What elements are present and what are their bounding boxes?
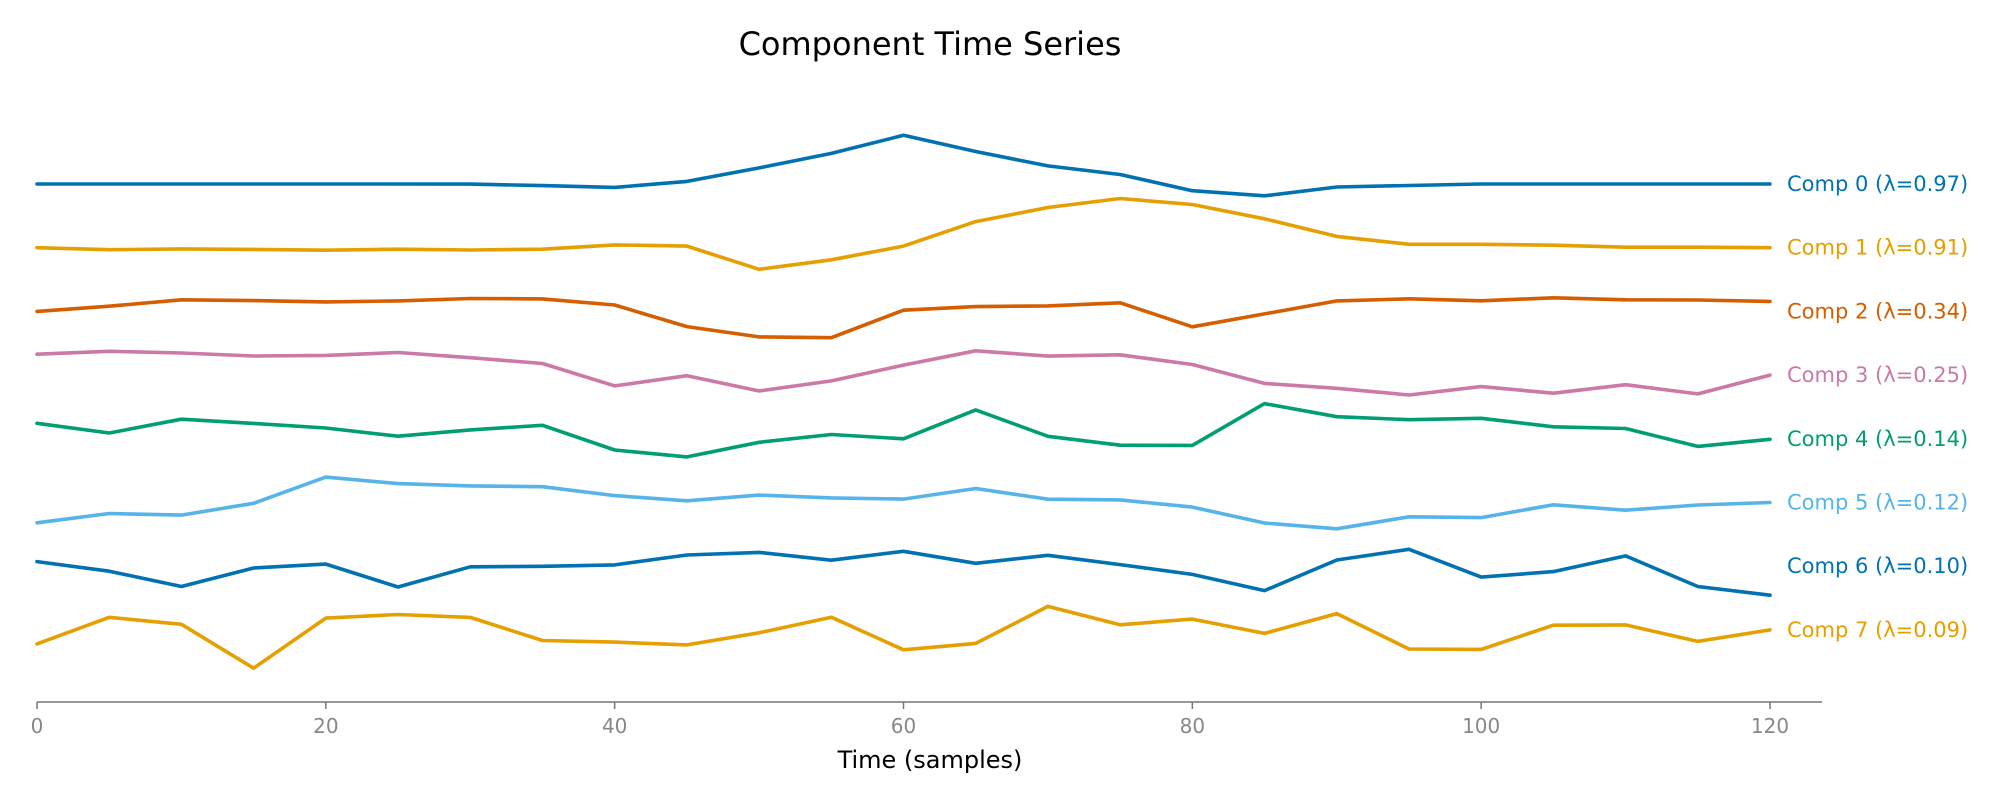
series-group (35, 133, 1772, 671)
x-tick-label-80: 80 (1180, 714, 1205, 738)
x-tick-label-100: 100 (1462, 714, 1500, 738)
series-line-comp-6 (35, 547, 1772, 598)
series-line-comp-4 (35, 401, 1772, 459)
series-label-comp-5: Comp 5 (λ=0.12) (1787, 491, 1968, 515)
series-line-comp-1 (35, 196, 1772, 272)
x-axis-ticks: 0 20 40 60 80 100 120 (31, 702, 1789, 738)
series-line-comp-5 (35, 475, 1772, 531)
x-tick-label-0: 0 (31, 714, 44, 738)
x-tick-label-20: 20 (313, 714, 338, 738)
series-line-comp-7 (35, 604, 1772, 671)
x-tick-label-60: 60 (891, 714, 916, 738)
series-label-comp-4: Comp 4 (λ=0.14) (1787, 427, 1968, 451)
chart-title: Component Time Series (739, 25, 1122, 63)
series-label-comp-3: Comp 3 (λ=0.25) (1787, 363, 1968, 387)
x-tick-label-40: 40 (602, 714, 627, 738)
series-label-comp-6: Comp 6 (λ=0.10) (1787, 554, 1968, 578)
series-label-comp-1: Comp 1 (λ=0.91) (1787, 236, 1968, 260)
x-tick-label-120: 120 (1751, 714, 1789, 738)
x-axis-label: Time (samples) (837, 746, 1023, 774)
series-line-comp-0 (35, 133, 1772, 198)
series-label-comp-7: Comp 7 (λ=0.09) (1787, 618, 1968, 642)
series-label-comp-0: Comp 0 (λ=0.97) (1787, 172, 1968, 196)
series-line-comp-2 (35, 295, 1772, 340)
series-line-comp-3 (35, 348, 1772, 397)
series-label-comp-2: Comp 2 (λ=0.34) (1787, 299, 1968, 323)
series-labels: Comp 0 (λ=0.97) Comp 1 (λ=0.91) Comp 2 (λ=… (1787, 172, 1968, 642)
